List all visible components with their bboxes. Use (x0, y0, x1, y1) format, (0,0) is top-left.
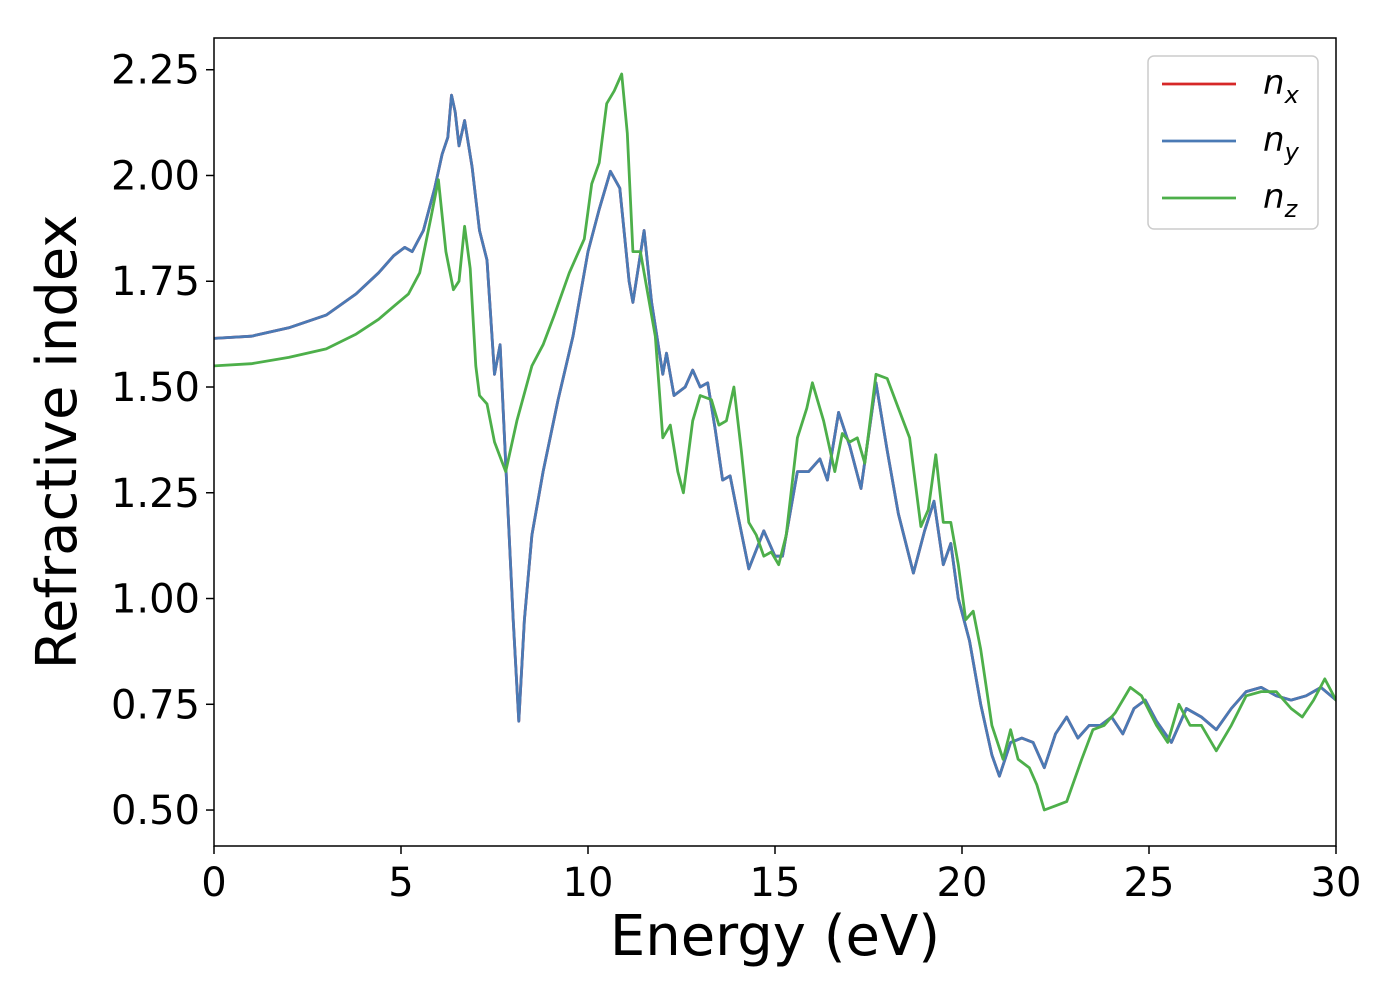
legend-box (1147, 55, 1319, 230)
x-tick-label: 15 (750, 860, 801, 906)
legend-entry-nz: nz (1263, 177, 1299, 223)
y-tick-label: 1.25 (111, 471, 200, 517)
y-tick-label: 1.00 (111, 577, 200, 623)
y-tick-label: 2.25 (111, 48, 200, 94)
y-axis-label: Refractive index (25, 215, 90, 670)
series-line-nz (214, 72, 1336, 812)
legend-entry-ny: ny (1263, 120, 1300, 166)
x-tick-label: 5 (388, 860, 413, 906)
y-tick-label: 0.50 (111, 788, 200, 834)
y-tick-label: 1.50 (111, 365, 200, 411)
y-axis-ticks: 0.50 0.75 1.00 1.25 1.50 1.75 2.00 2.25 (111, 48, 214, 834)
x-tick-label: 30 (1311, 860, 1362, 906)
plot-area (214, 72, 1336, 812)
y-tick-label: 1.75 (111, 259, 200, 305)
y-tick-label: 0.75 (111, 682, 200, 728)
axes-frame (213, 37, 1337, 847)
legend-entry-nx: nx (1263, 63, 1300, 109)
y-tick-label: 2.00 (111, 153, 200, 199)
x-axis-label: Energy (eV) (610, 904, 940, 969)
x-tick-label: 10 (563, 860, 614, 906)
x-tick-label: 20 (937, 860, 988, 906)
legend: nx ny nz (1147, 55, 1319, 230)
x-tick-label: 25 (1124, 860, 1175, 906)
x-axis-ticks: 0 5 10 15 20 25 30 (201, 846, 1361, 906)
x-tick-label: 0 (201, 860, 226, 906)
